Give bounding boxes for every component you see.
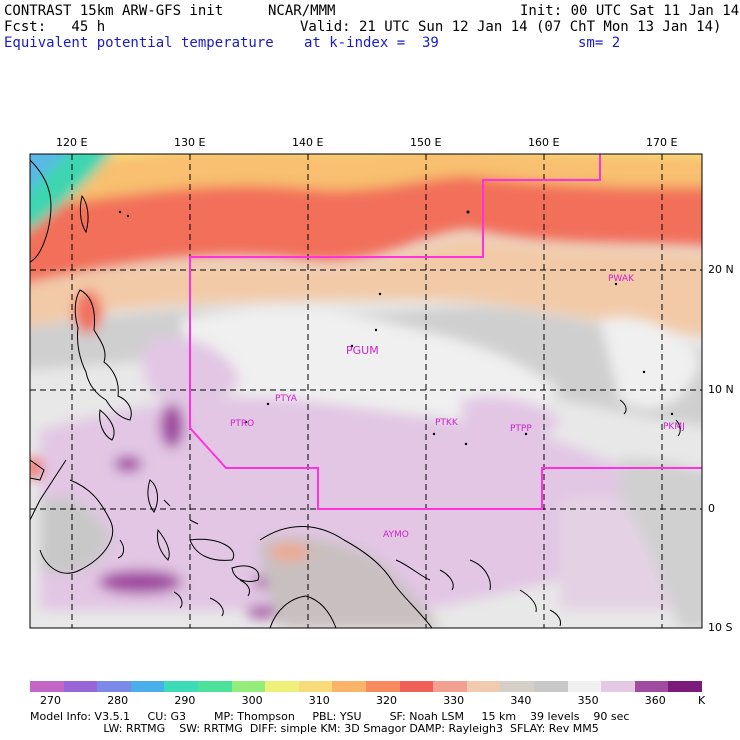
colorbar-swatch xyxy=(466,681,501,692)
lon-label-160: 160 E xyxy=(528,136,560,149)
field-name: Equivalent potential temperature xyxy=(4,35,274,51)
lat-label-10s: 10 S xyxy=(708,621,733,634)
colorbar-swatch xyxy=(433,681,468,692)
colorbar-tick-label: 360 xyxy=(644,694,666,707)
colorbar-swatch xyxy=(399,681,434,692)
lat-label-10n: 10 N xyxy=(708,383,734,396)
colorbar-unit: K xyxy=(698,694,706,707)
lon-label-120: 120 E xyxy=(56,136,88,149)
lon-label-170: 170 E xyxy=(646,136,678,149)
valid-time: Valid: 21 UTC Sun 12 Jan 14 (07 ChT Mon … xyxy=(300,19,722,35)
model-info-line2: LW: RRTMG SW: RRTMG DIFF: simple KM: 3D … xyxy=(30,722,599,735)
colorbar-swatch xyxy=(97,681,132,692)
station-pgum: PGUM xyxy=(346,344,379,357)
small-islands xyxy=(118,210,674,446)
lat-label-20n: 20 N xyxy=(708,263,734,276)
init-time: Init: 00 UTC Sat 11 Jan 14 xyxy=(520,3,740,19)
colorbar-swatch xyxy=(198,681,232,692)
colorbar-swatch xyxy=(30,681,64,692)
colorbar-tick-label: 280 xyxy=(107,694,129,707)
lon-label-130: 130 E xyxy=(174,136,206,149)
station-pwak: PWAK xyxy=(608,274,635,284)
colorbar-tick-label: 270 xyxy=(40,694,61,707)
coastlines xyxy=(30,159,681,628)
colorbar-swatch xyxy=(567,681,602,692)
colorbar-swatch xyxy=(265,681,300,692)
colorbar-swatch xyxy=(500,681,535,692)
colorbar-tick-label: 310 xyxy=(308,694,330,707)
colorbar-swatch xyxy=(130,681,165,692)
colorbar-swatch xyxy=(366,681,400,692)
colorbar-swatch xyxy=(298,681,333,692)
model-title: CONTRAST 15km ARW-GFS init xyxy=(4,3,224,19)
colorbar-swatch xyxy=(164,681,199,692)
colorbar-swatch xyxy=(534,681,568,692)
boundary-line xyxy=(189,154,702,510)
colorbar-swatch xyxy=(231,681,266,692)
colorbar-tick-label: 330 xyxy=(443,694,465,707)
lon-label-150: 150 E xyxy=(410,136,442,149)
colorbar-tick-label: 320 xyxy=(376,694,397,707)
smoothing: sm= 2 xyxy=(578,35,621,51)
colorbar-swatch xyxy=(63,681,98,692)
station-ptpp: PTPP xyxy=(510,424,532,434)
forecast-hour: Fcst: 45 h xyxy=(4,19,106,35)
station-aymo: AYMO xyxy=(383,530,409,540)
map-frame xyxy=(29,153,703,629)
colorbar-swatch xyxy=(332,681,367,692)
level-index: at k-index = 39 xyxy=(304,35,439,51)
station-labels: PWAK PGUM PTYA PTRO PTKK PTPP PKMJ AYMO xyxy=(230,274,685,540)
station-ptya: PTYA xyxy=(275,394,298,404)
colorbar-tick-label: 300 xyxy=(241,694,263,707)
colorbar-swatch xyxy=(601,681,636,692)
lon-label-140: 140 E xyxy=(292,136,324,149)
station-ptro: PTRO xyxy=(230,419,254,429)
colorbar-swatch xyxy=(668,681,703,692)
colorbar-swatch xyxy=(634,681,669,692)
colorbar-tick-label: 350 xyxy=(577,694,599,707)
station-pkmj: PKMJ xyxy=(663,422,685,432)
field-shading: PWAK PGUM PTYA PTRO PTKK PTPP PKMJ AYMO xyxy=(30,154,702,628)
station-ptkk: PTKK xyxy=(435,418,459,428)
colorbar-tick-label: 340 xyxy=(510,694,532,707)
model-source: NCAR/MMM xyxy=(268,3,336,19)
model-info-line1: Model Info: V3.5.1 CU: G3 MP: Thompson P… xyxy=(30,710,630,723)
lat-label-0: 0 xyxy=(708,502,715,515)
colorbar-tick-label: 290 xyxy=(174,694,196,707)
